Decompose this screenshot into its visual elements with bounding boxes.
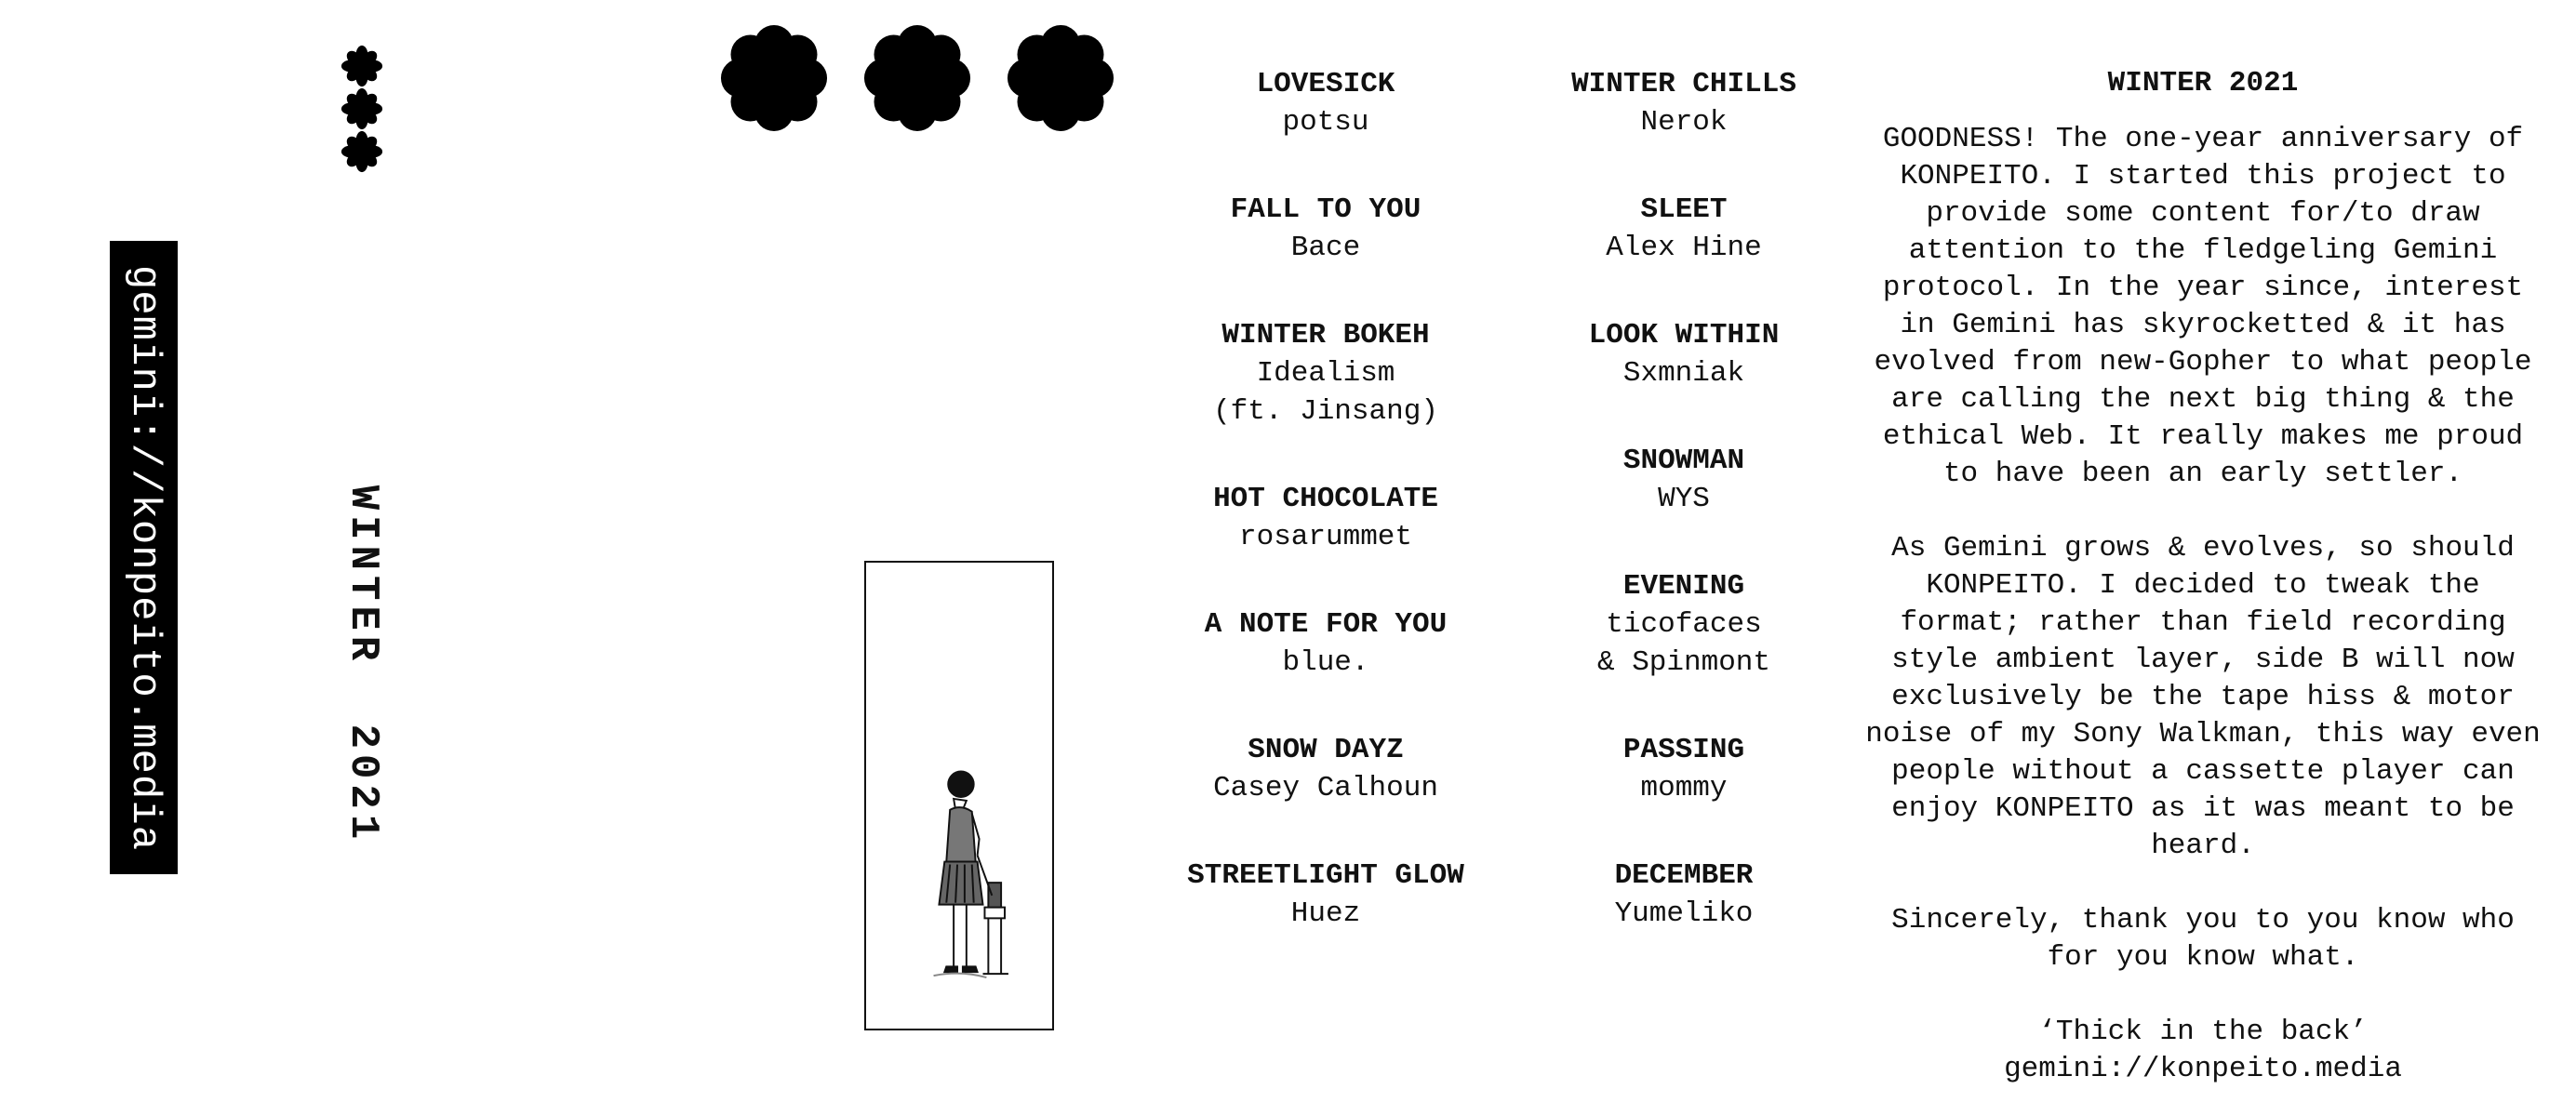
track-item: SLEET Alex Hine (1530, 191, 1837, 267)
track-artist: rosarummet (1238, 521, 1413, 553)
notes-url: gemini://konpeito.media (2004, 1053, 2402, 1085)
spine-url: gemini://konpeito.media (120, 264, 167, 851)
track-title: PASSING (1622, 734, 1745, 766)
track-title: LOOK WITHIN (1588, 319, 1780, 352)
big-flower-row (716, 20, 1118, 141)
notes-paragraph: As Gemini grows & evolves, so should KON… (1865, 532, 2541, 862)
flower-icon (863, 24, 971, 132)
track-title: HOT CHOCOLATE (1213, 483, 1438, 515)
track-item: EVENING ticofaces & Spinmont (1530, 567, 1837, 682)
cover-illustration (864, 561, 1054, 1030)
url-strip: gemini://konpeito.media (110, 241, 178, 874)
spine-title-year: 2021 (340, 724, 386, 845)
track-item: A NOTE FOR YOU blue. (1172, 605, 1479, 682)
flower-icon (340, 130, 383, 173)
notes-heading: WINTER 2021 (2107, 67, 2299, 100)
girl-illustration (933, 770, 1008, 979)
track-artist: potsu (1282, 106, 1369, 139)
track-title: A NOTE FOR YOU (1204, 608, 1448, 641)
track-title: SNOW DAYZ (1248, 734, 1404, 766)
track-artist: Huez (1290, 897, 1361, 930)
liner-notes: WINTER 2021 GOODNESS! The one-year anniv… (1859, 65, 2547, 1088)
track-title: FALL TO YOU (1230, 193, 1421, 226)
track-item: HOT CHOCOLATE rosarummet (1172, 480, 1479, 556)
track-title: LOVESICK (1256, 68, 1395, 100)
track-item: PASSING mommy (1530, 731, 1837, 807)
track-title: SLEET (1640, 193, 1728, 226)
track-artist: Yumeliko (1614, 897, 1754, 930)
track-artist: Nerok (1640, 106, 1728, 139)
tracklist-side-b: WINTER CHILLS Nerok SLEET Alex Hine LOOK W… (1530, 65, 1837, 982)
track-artist: mommy (1640, 772, 1728, 804)
track-artist: WYS (1658, 483, 1710, 515)
small-flower-stack (340, 45, 387, 173)
track-item: SNOW DAYZ Casey Calhoun (1172, 731, 1479, 807)
track-artist: blue. (1282, 646, 1369, 679)
track-artist: Casey Calhoun (1213, 772, 1438, 804)
track-item: LOVESICK potsu (1172, 65, 1479, 141)
notes-signoff: ‘Thick in the back’ (2038, 1016, 2368, 1048)
notes-paragraph: GOODNESS! The one-year anniversary of KO… (1874, 123, 2532, 490)
spine-title: WINTER 2021 (330, 446, 395, 884)
track-title: SNOWMAN (1622, 445, 1745, 477)
track-title: WINTER CHILLS (1571, 68, 1796, 100)
track-title: WINTER BOKEH (1221, 319, 1430, 352)
track-item: FALL TO YOU Bace (1172, 191, 1479, 267)
track-title: EVENING (1622, 570, 1745, 603)
track-item: WINTER BOKEH Idealism (ft. Jinsang) (1172, 316, 1479, 431)
track-artist: Alex Hine (1606, 232, 1762, 264)
track-artist: Idealism (ft. Jinsang) (1213, 357, 1438, 428)
track-item: DECEMBER Yumeliko (1530, 857, 1837, 933)
flower-icon (720, 24, 828, 132)
track-artist: ticofaces & Spinmont (1596, 608, 1771, 679)
track-title: STREETLIGHT GLOW (1187, 859, 1464, 892)
track-item: STREETLIGHT GLOW Huez (1172, 857, 1479, 933)
flower-icon (1007, 24, 1114, 132)
track-item: SNOWMAN WYS (1530, 442, 1837, 518)
track-item: WINTER CHILLS Nerok (1530, 65, 1837, 141)
track-title: DECEMBER (1614, 859, 1754, 892)
track-item: LOOK WITHIN Sxmniak (1530, 316, 1837, 392)
flower-icon (340, 45, 383, 87)
notes-paragraph: Sincerely, thank you to you know who for… (1891, 904, 2515, 974)
spine-title-word: WINTER (340, 485, 386, 667)
track-artist: Bace (1290, 232, 1361, 264)
tracklist-side-a: LOVESICK potsu FALL TO YOU Bace WINTER BOK… (1172, 65, 1479, 982)
flower-icon (340, 87, 383, 130)
track-artist: Sxmniak (1622, 357, 1745, 390)
